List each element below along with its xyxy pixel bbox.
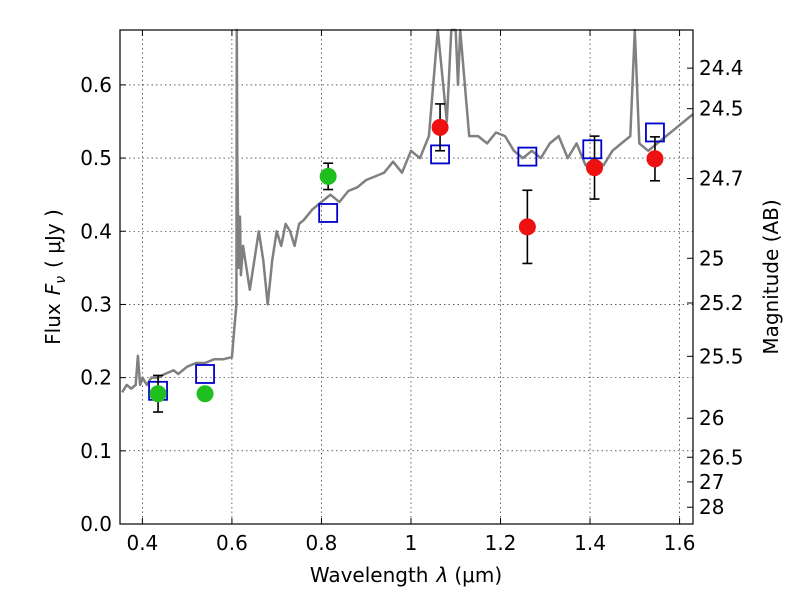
plot-frame	[119, 29, 694, 525]
spectrum-line	[121, 28, 694, 393]
x-tick-label: 1.2	[485, 531, 517, 555]
y-tick-label: 0.5	[80, 146, 112, 170]
model-point	[582, 139, 603, 160]
markers-layer	[148, 103, 665, 413]
optical-point	[149, 385, 167, 403]
spectrum-layer	[121, 28, 694, 393]
model-point	[318, 203, 339, 223]
mag-tick-label: 28	[699, 495, 724, 519]
mag-tick-label: 24.7	[699, 167, 744, 191]
x-tick-label: 0.4	[126, 531, 158, 555]
mag-tick-label: 24.4	[699, 56, 744, 80]
x-tick-label: 1.4	[574, 531, 606, 555]
model-point	[517, 146, 538, 167]
nir-point	[586, 159, 604, 177]
model-point	[195, 364, 215, 384]
y-tick-label: 0.4	[80, 219, 112, 243]
mag-tick-label: 26	[699, 406, 724, 430]
nir-point	[431, 118, 449, 136]
mag-tick-label: 25.2	[699, 291, 744, 315]
mag-tick-label: 25.5	[699, 344, 744, 368]
y-tick-label: 0.1	[80, 439, 112, 463]
grid	[120, 30, 693, 525]
y-tick-label: 0.3	[80, 292, 112, 316]
x-tick-label: 0.6	[216, 531, 248, 555]
nir-point	[518, 218, 536, 236]
mag-tick-label: 25	[699, 246, 724, 270]
ticks-layer: 0.4 0.6 0.8 1 1.2 1.4 1.6 0.0 0.1 0.2 0.3 0.4 0.5 0.6…	[80, 30, 744, 555]
x-tick-label: 1	[405, 531, 418, 555]
mag-tick-label: 24.5	[699, 97, 744, 121]
optical-point	[196, 385, 214, 403]
x-axis-label: Wavelength λ (μm)	[310, 563, 502, 587]
y2-axis-label: Magnitude (AB)	[759, 199, 783, 354]
optical-point	[319, 167, 337, 185]
y-tick-label: 0.6	[80, 73, 112, 97]
nir-point	[646, 150, 664, 168]
x-tick-label: 1.6	[664, 531, 696, 555]
y-axis-label: FluxFν( μJy )	[41, 209, 69, 345]
y-tick-label: 0.0	[80, 512, 112, 536]
mag-tick-label: 27	[699, 470, 724, 494]
x-tick-label: 0.8	[306, 531, 338, 555]
mag-tick-label: 26.5	[699, 445, 744, 469]
y-tick-label: 0.2	[80, 366, 112, 390]
